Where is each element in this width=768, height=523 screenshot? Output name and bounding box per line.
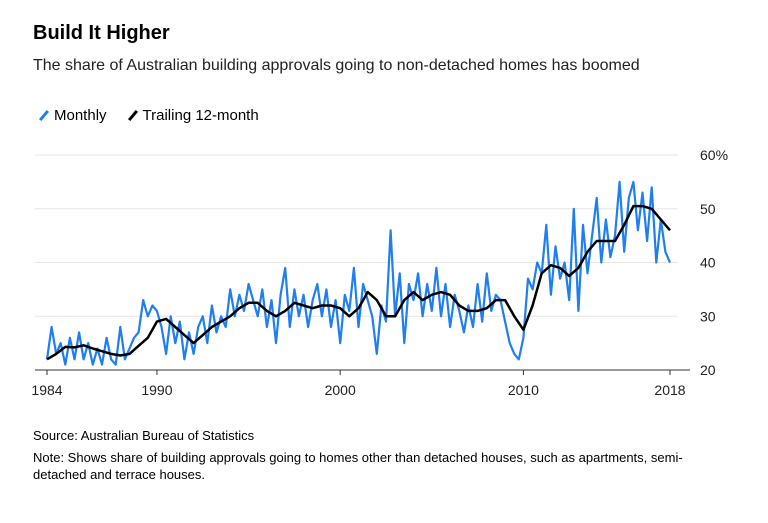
series-line-trailing-12-month — [46, 204, 671, 361]
x-tick-label: 1984 — [31, 382, 62, 398]
legend-label: Trailing 12-month — [142, 107, 259, 124]
chart-subtitle: The share of Australian building approva… — [33, 57, 640, 74]
y-tick-label: 30 — [700, 308, 716, 324]
legend: Monthly Trailing 12-month — [38, 107, 259, 124]
x-tick-label: 2000 — [325, 382, 356, 398]
chart-title: Build It Higher — [33, 22, 170, 44]
legend-monthly: Monthly — [38, 107, 107, 124]
x-tick-label: 2010 — [508, 382, 539, 398]
y-tick-label: 60% — [700, 147, 728, 163]
legend-label: Monthly — [54, 107, 107, 124]
y-tick-label: 20 — [700, 362, 716, 378]
x-tick-label: 1990 — [141, 382, 172, 398]
source-text: Source: Australian Bureau of Statistics — [33, 428, 255, 443]
y-tick-label: 40 — [700, 255, 716, 271]
y-tick-label: 50 — [700, 201, 716, 217]
series-line-monthly — [45, 180, 672, 366]
x-tick-label: 2018 — [654, 382, 685, 398]
legend-trailing: Trailing 12-month — [127, 107, 259, 124]
note-text: Note: Shows share of building approvals … — [33, 450, 683, 482]
